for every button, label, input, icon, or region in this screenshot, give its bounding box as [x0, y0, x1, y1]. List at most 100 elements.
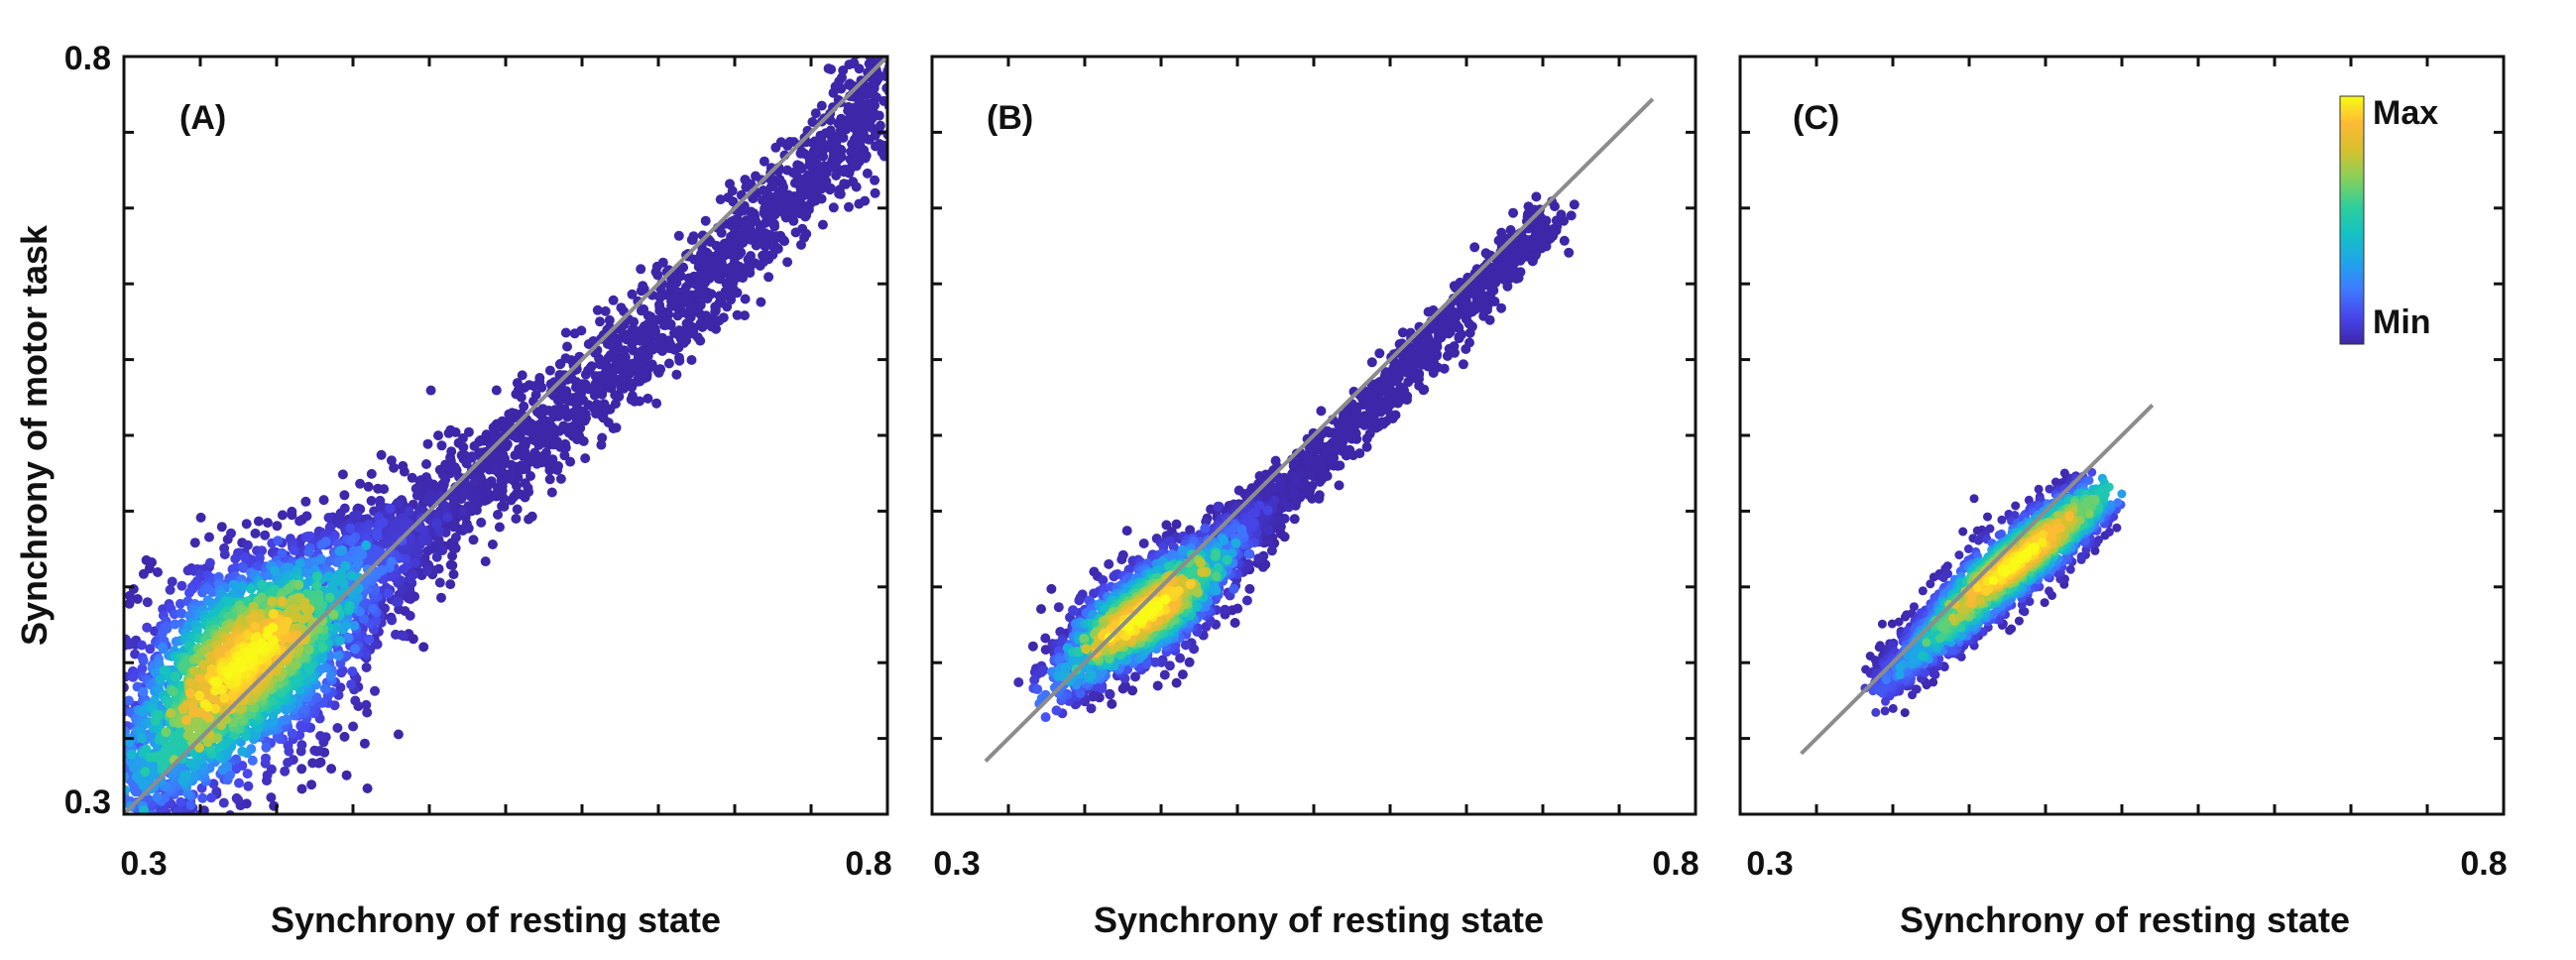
scatter-point [888, 80, 898, 90]
scatter-point [339, 731, 350, 742]
scatter-point [488, 429, 499, 440]
scatter-point [763, 272, 774, 283]
scatter-point [839, 16, 849, 26]
scatter-point [810, 108, 821, 119]
scatter-point [686, 355, 697, 365]
scatter-point [241, 519, 252, 530]
scatter-point [892, 64, 902, 74]
scatter-point [772, 243, 783, 254]
scatter-point [268, 622, 279, 633]
scatter-point [732, 309, 743, 320]
scatter-point [277, 596, 288, 607]
scatter-point [170, 671, 180, 682]
scatter-point [919, 87, 929, 97]
scatter-point [903, 32, 913, 42]
scatter-point [490, 452, 501, 463]
density-scatter-b [1013, 191, 1580, 723]
scatter-point [811, 167, 822, 177]
scatter-point [97, 716, 107, 726]
scatter-point [344, 601, 355, 612]
scatter-point [161, 621, 172, 632]
scatter-point [839, 179, 850, 189]
scatter-point [539, 420, 550, 431]
scatter-point [1484, 314, 1495, 325]
scatter-point [544, 365, 555, 376]
scatter-point [820, 176, 831, 186]
scatter-point [652, 270, 663, 281]
scatter-point [890, 120, 900, 130]
scatter-point [817, 219, 828, 230]
scatter-point [480, 556, 491, 567]
scatter-point [221, 643, 232, 654]
scatter-point [1533, 223, 1544, 234]
scatter-point [204, 532, 214, 542]
scatter-point [359, 738, 370, 749]
scatter-point [86, 736, 96, 746]
scatter-point [287, 510, 297, 521]
scatter-point [889, 63, 899, 73]
scatter-point [744, 233, 755, 244]
scatter-point [352, 510, 363, 521]
scatter-point [558, 420, 569, 431]
scatter-point [219, 549, 230, 560]
scatter-point [458, 441, 469, 452]
scatter-point [404, 506, 414, 517]
scatter-point [338, 578, 349, 588]
scatter-point [106, 752, 116, 762]
scatter-point [206, 792, 217, 803]
scatter-point [337, 544, 348, 555]
scatter-point [199, 699, 210, 709]
scatter-point [145, 818, 155, 828]
scatter-point [849, 44, 859, 54]
scatter-point [671, 369, 682, 380]
scatter-point [106, 747, 116, 757]
scatter-point [315, 553, 326, 564]
scatter-point [816, 100, 827, 111]
scatter-point [385, 503, 396, 514]
scatter-point [819, 161, 830, 172]
scatter-point [318, 495, 329, 506]
scatter-point [646, 359, 657, 370]
scatter-point [440, 501, 451, 512]
scatter-point [196, 814, 206, 824]
scatter-point [110, 661, 120, 671]
scatter-point [106, 693, 116, 703]
scatter-point [828, 202, 839, 213]
scatter-point [104, 767, 114, 777]
scatter-point [658, 320, 669, 330]
scatter-point [238, 562, 249, 573]
scatter-point [284, 562, 294, 573]
scatter-point [560, 327, 571, 338]
density-scatter-a [86, 16, 929, 839]
scatter-point [166, 708, 176, 719]
scatter-point [858, 43, 868, 53]
scatter-point [445, 579, 456, 590]
scatter-point [421, 565, 432, 576]
scatter-point [595, 316, 605, 327]
scatter-point [680, 297, 691, 307]
scatter-point [894, 135, 904, 145]
scatter-point [849, 123, 860, 134]
scatter-point [383, 588, 394, 599]
scatter-point [176, 796, 186, 807]
scatter-point [179, 770, 190, 780]
scatter-point [447, 550, 458, 561]
scatter-point [1494, 261, 1505, 272]
scatter-point [687, 234, 698, 245]
scatter-point [155, 803, 166, 814]
scatter-point [262, 630, 273, 641]
scatter-point [198, 660, 209, 670]
scatter-point [1556, 209, 1567, 220]
scatter-point [704, 273, 715, 284]
scatter-point [290, 612, 300, 623]
scatter-point [1508, 207, 1519, 218]
scatter-point [357, 549, 368, 560]
scatter-point [1559, 235, 1570, 246]
scatter-point [888, 61, 898, 71]
scatter-point [748, 192, 759, 203]
scatter-point [177, 829, 187, 839]
scatter-point [493, 510, 503, 520]
scatter-point [180, 821, 190, 831]
scatter-point [283, 584, 293, 595]
